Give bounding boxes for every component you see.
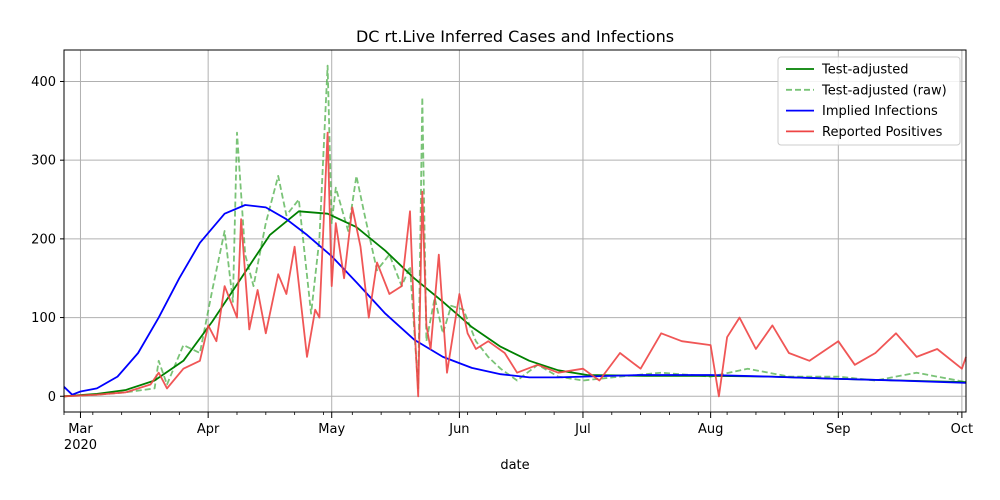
x-tick-label: Jun [448,422,469,437]
y-axis: 0 100 200 300 400 [31,75,64,405]
legend-label: Test-adjusted [821,63,908,78]
x-tick-label: Mar [68,422,93,437]
y-tick-label: 0 [48,390,56,405]
series-line-implied-infections [63,204,967,396]
x-tick-label: Sep [826,422,851,437]
legend-label: Test-adjusted (raw) [821,83,947,98]
x-tick-label: Oct [951,422,973,437]
x-tick-label: Jul [574,422,591,437]
grid-lines [64,50,966,412]
y-tick-label: 200 [31,232,56,247]
x-tick-sublabel: 2020 [64,438,97,453]
chart-title: DC rt.Live Inferred Cases and Infections [356,27,674,46]
series-line-reported-positives [63,131,967,398]
series-lines [63,64,967,398]
y-tick-label: 100 [31,311,56,326]
legend-box [777,56,961,146]
plot-area-frame [63,49,967,413]
x-tick-label: Aug [698,422,723,437]
legend-label: Reported Positives [822,125,943,140]
y-tick-label: 400 [31,75,56,90]
y-tick-label: 300 [31,154,56,169]
x-tick-label: May [318,422,345,437]
x-axis-label: date [500,458,529,473]
series-line-test-adjusted-raw [63,64,967,398]
legend: Test-adjusted Test-adjusted (raw) Implied … [777,56,961,146]
x-tick-label: Apr [197,422,220,437]
legend-label: Implied Infections [822,104,938,119]
